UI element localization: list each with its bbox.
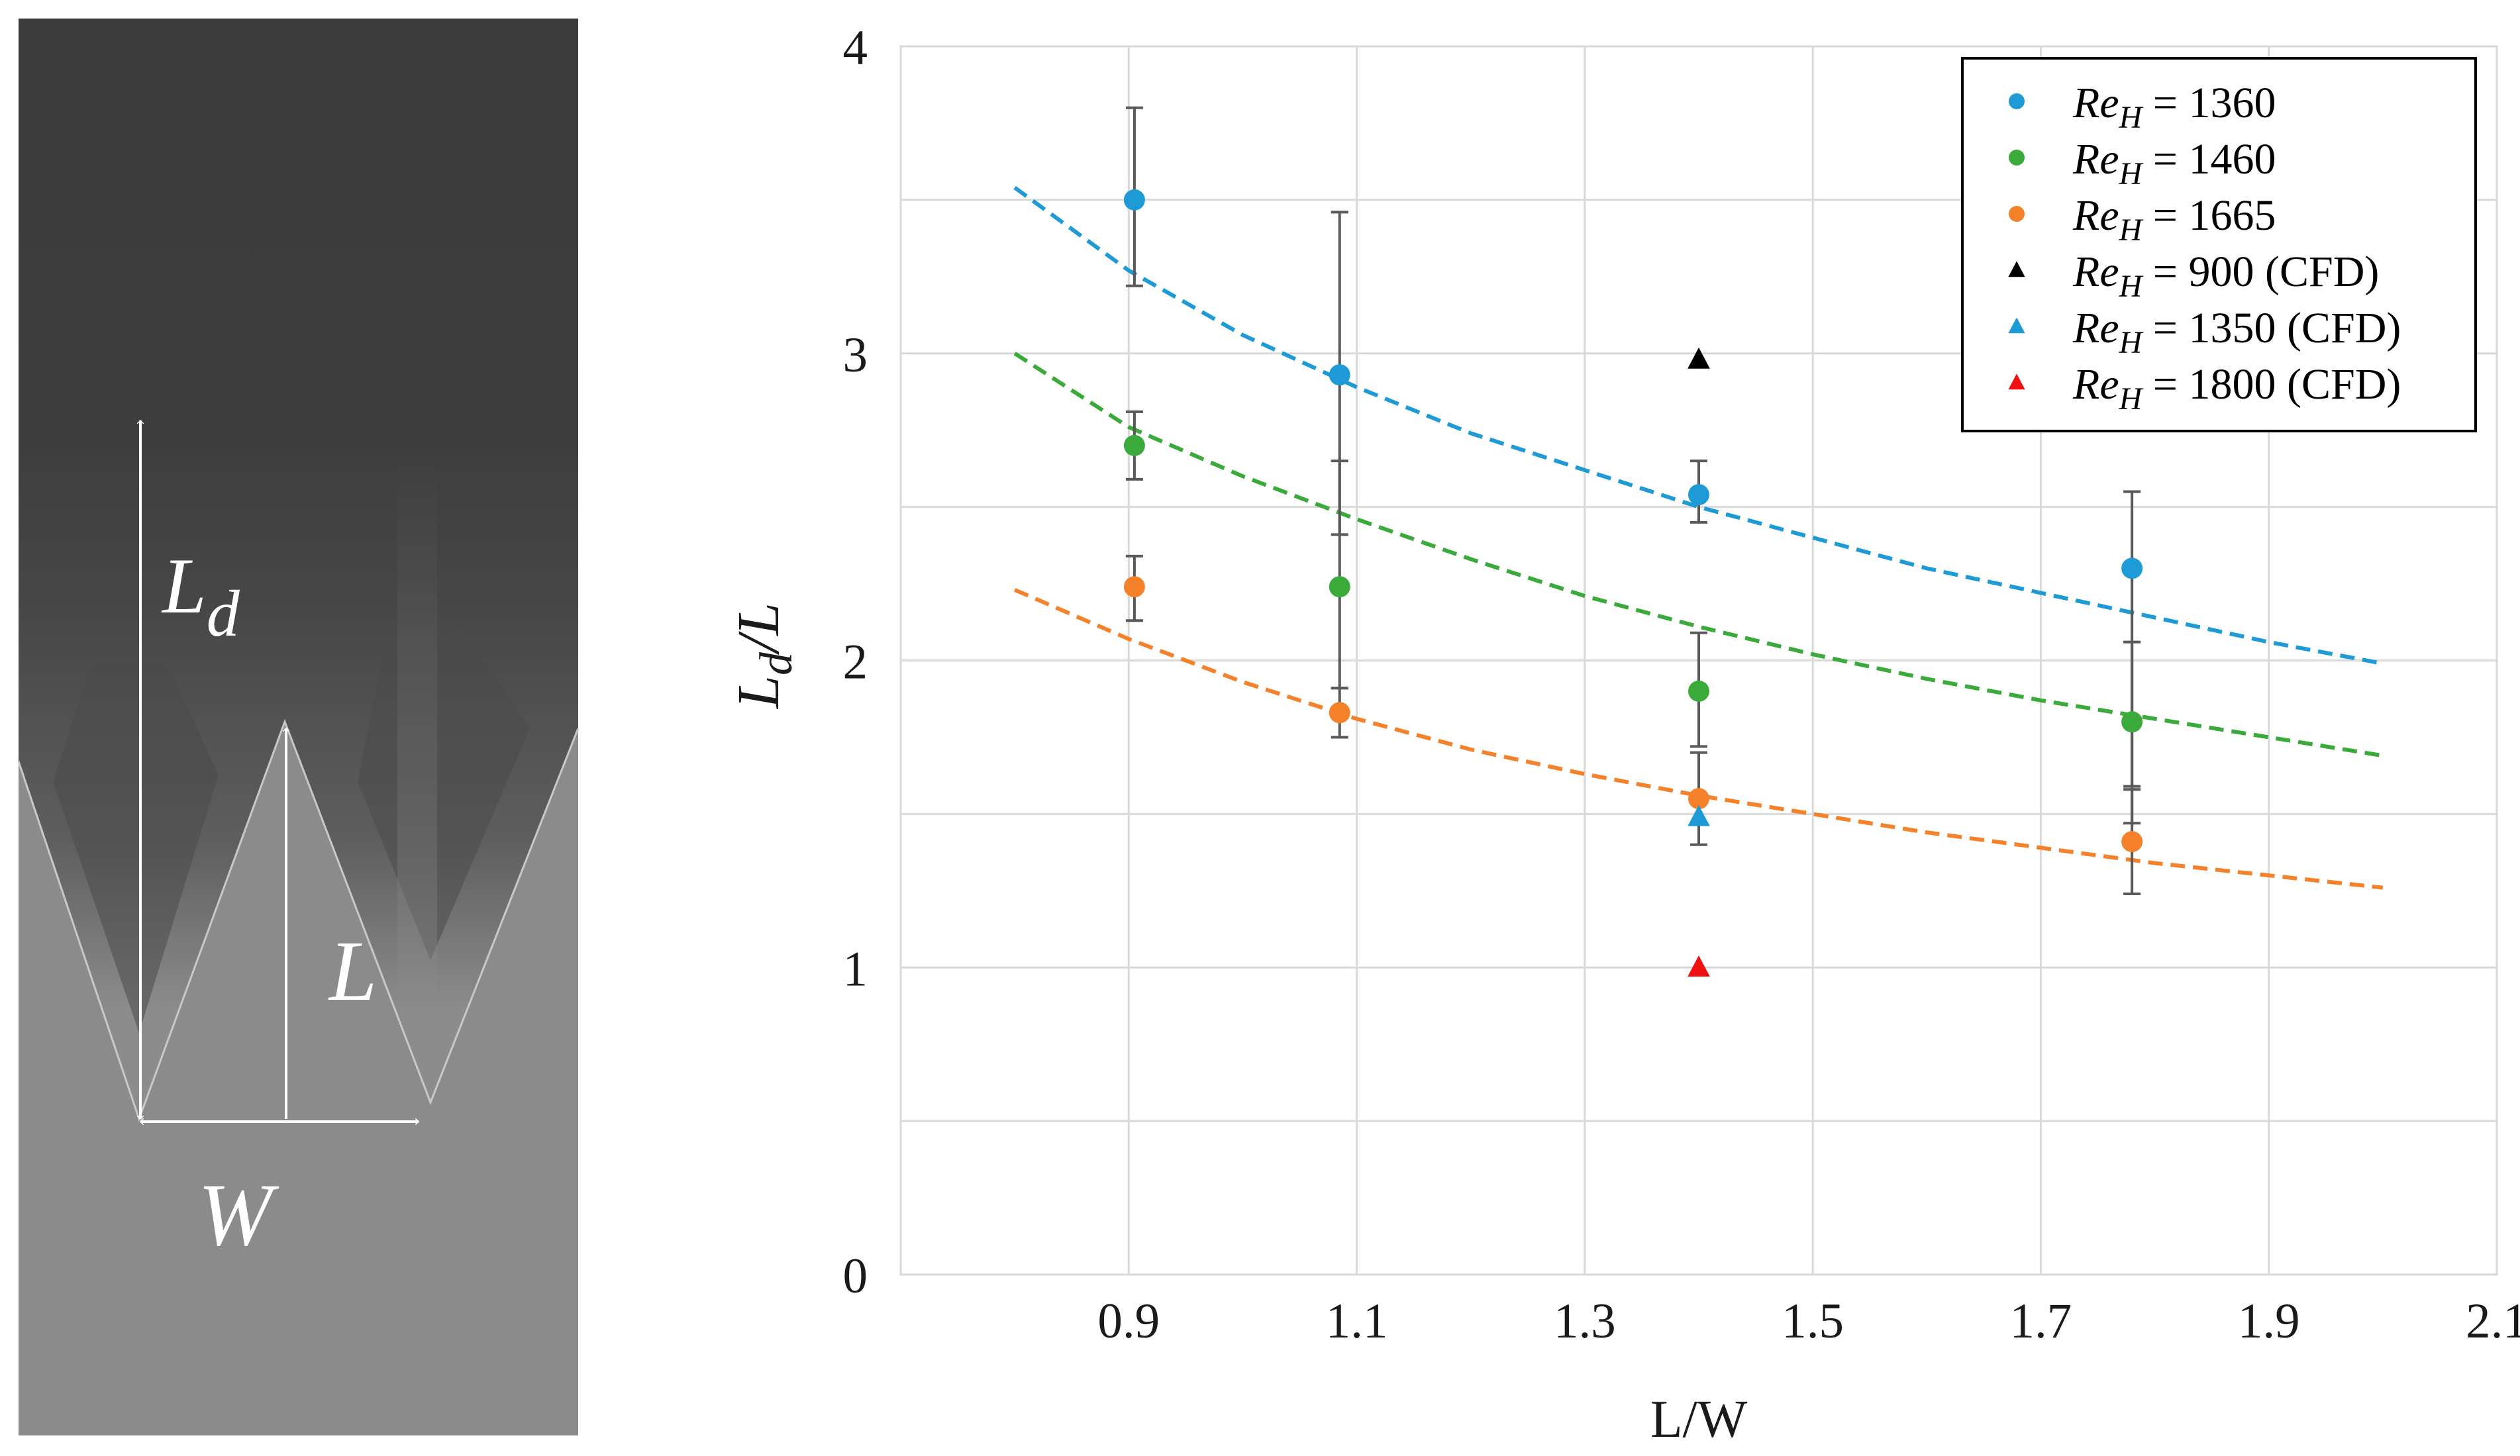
y-tick-label: 0 bbox=[843, 1249, 868, 1304]
streak-center bbox=[397, 463, 437, 993]
legend-label: ReH = 1360 bbox=[2072, 79, 2276, 135]
y-tick-label: 4 bbox=[843, 21, 868, 75]
legend-value: = 1665 bbox=[2142, 191, 2276, 240]
data-point bbox=[1329, 702, 1350, 724]
legend-subscript: H bbox=[2119, 381, 2144, 416]
photo-panel: Ld L W bbox=[17, 19, 580, 1435]
legend-symbol: Re bbox=[2072, 360, 2119, 409]
legend-subscript: H bbox=[2119, 325, 2144, 360]
x-tick-label: 1.5 bbox=[1782, 1294, 1844, 1349]
x-tick-label: 1.7 bbox=[2010, 1294, 2072, 1349]
fit-curve bbox=[1013, 588, 2384, 890]
chart: 0.9 1.1 1.3 1.5 1.7 1.9 2.1 0 1 2 3 4 L/W Ld/L ReH … bbox=[726, 21, 2520, 1449]
x-tick-label: 2.1 bbox=[2466, 1294, 2520, 1349]
legend-subscript: H bbox=[2119, 156, 2144, 191]
data-point bbox=[1123, 189, 1145, 211]
x-tick-label: 1.1 bbox=[1326, 1294, 1388, 1349]
legend-marker bbox=[2009, 93, 2025, 109]
legend-value: = 1360 bbox=[2142, 79, 2276, 127]
ld-label-base: L bbox=[161, 542, 207, 630]
data-point bbox=[2121, 558, 2143, 579]
data-point bbox=[1688, 347, 1710, 369]
tick-labels: 0.9 1.1 1.3 1.5 1.7 1.9 2.1 0 1 2 3 4 bbox=[843, 21, 2520, 1349]
y-tick-label: 2 bbox=[843, 635, 868, 690]
legend-symbol: Re bbox=[2072, 135, 2119, 183]
y-axis-label-rest: /L bbox=[726, 603, 791, 655]
w-label: W bbox=[198, 1166, 279, 1265]
l-label: L bbox=[328, 924, 377, 1019]
legend-label: ReH = 1665 bbox=[2072, 191, 2276, 248]
data-point bbox=[1688, 788, 1709, 810]
legend-label: ReH = 1350 (CFD) bbox=[2072, 304, 2401, 360]
legend-marker bbox=[2008, 373, 2025, 390]
legend-marker bbox=[2008, 261, 2025, 277]
y-axis-label: Ld/L bbox=[726, 603, 802, 710]
data-point bbox=[2121, 831, 2143, 853]
legend-subscript: H bbox=[2119, 100, 2144, 135]
x-tick-label: 1.9 bbox=[2238, 1294, 2300, 1349]
fit-curves bbox=[1013, 185, 2384, 890]
legend-symbol: Re bbox=[2072, 191, 2119, 240]
data-point bbox=[1329, 364, 1350, 386]
legend-label: ReH = 900 (CFD) bbox=[2072, 248, 2379, 304]
legend-symbol: Re bbox=[2072, 304, 2119, 352]
ld-label-sub: d bbox=[207, 577, 240, 650]
legend-subscript: H bbox=[2119, 213, 2144, 248]
legend-marker bbox=[2009, 206, 2025, 222]
legend-value: = 1460 bbox=[2142, 135, 2276, 183]
legend-value: = 1350 (CFD) bbox=[2142, 304, 2401, 352]
legend-marker bbox=[2009, 150, 2025, 166]
wake-shadow-left bbox=[53, 662, 219, 1033]
legend-marker bbox=[2008, 317, 2025, 334]
data-point bbox=[1688, 680, 1709, 702]
x-tick-label: 1.3 bbox=[1554, 1294, 1616, 1349]
legend-subscript: H bbox=[2119, 269, 2144, 304]
legend-symbol: Re bbox=[2072, 248, 2119, 296]
y-tick-label: 3 bbox=[843, 328, 868, 383]
y-tick-label: 1 bbox=[843, 942, 868, 996]
legend-value: = 900 (CFD) bbox=[2142, 248, 2379, 296]
data-points bbox=[1123, 189, 2143, 977]
data-point bbox=[1123, 434, 1145, 456]
ld-label: Ld bbox=[161, 542, 240, 650]
legend-symbol: Re bbox=[2072, 79, 2119, 127]
data-point bbox=[1329, 576, 1350, 598]
y-axis-label-sub: d bbox=[751, 652, 802, 675]
data-point bbox=[1688, 955, 1710, 977]
data-point bbox=[1688, 804, 1710, 826]
y-axis-label-base: L bbox=[726, 675, 791, 710]
plate-surface bbox=[19, 722, 578, 1435]
x-tick-label: 0.9 bbox=[1097, 1294, 1160, 1349]
legend-label: ReH = 1460 bbox=[2072, 135, 2276, 191]
x-axis-label: L/W bbox=[1650, 1390, 1748, 1449]
fit-curve bbox=[1013, 185, 2384, 666]
legend-label: ReH = 1800 (CFD) bbox=[2072, 360, 2401, 416]
data-point bbox=[1688, 484, 1709, 506]
plot-frame bbox=[899, 45, 2498, 1276]
plate-edge-left bbox=[17, 718, 580, 1122]
data-point bbox=[1123, 576, 1145, 598]
fit-curve bbox=[1013, 352, 2384, 758]
data-point bbox=[2121, 711, 2143, 733]
legend-value: = 1800 (CFD) bbox=[2142, 360, 2401, 409]
legend-box bbox=[1961, 57, 2477, 432]
